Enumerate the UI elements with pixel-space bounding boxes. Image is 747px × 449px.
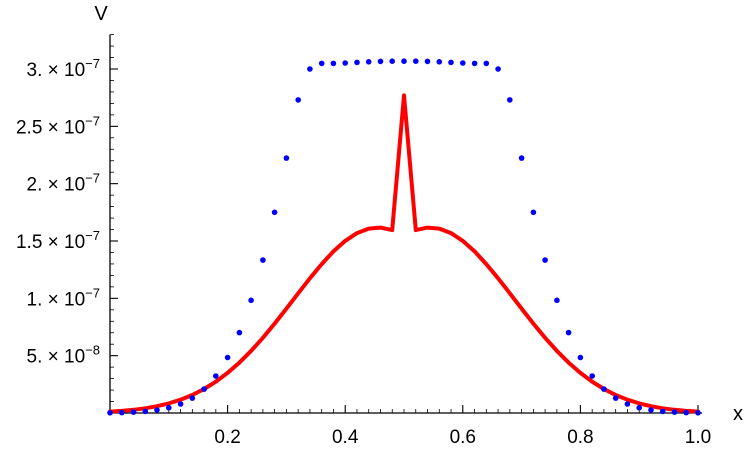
- y-tick-label: 1. × 10−7: [27, 285, 100, 310]
- blue-data-point: [471, 60, 478, 67]
- blue-data-point: [495, 66, 501, 72]
- blue-data-point: [601, 386, 607, 392]
- blue-data-point: [318, 60, 325, 67]
- blue-data-point: [307, 66, 313, 72]
- x-tick-label: 0.6: [450, 427, 476, 448]
- blue-data-point: [401, 58, 407, 64]
- blue-data-point: [295, 97, 302, 103]
- axes: [109, 34, 702, 414]
- x-tick-label: 0.8: [567, 427, 593, 448]
- blue-data-point: [671, 409, 678, 415]
- y-tick-label: 5. × 10−8: [27, 343, 100, 368]
- blue-data-point: [283, 155, 290, 161]
- blue-data-point: [377, 58, 384, 65]
- blue-data-point: [166, 404, 172, 411]
- blue-data-point: [342, 60, 349, 66]
- blue-data-point: [177, 401, 184, 407]
- blue-data-point: [507, 97, 513, 103]
- y-axis-label: V: [94, 3, 108, 25]
- blue-data-point: [683, 409, 689, 416]
- blue-data-point: [565, 329, 572, 336]
- blue-data-point: [589, 373, 595, 379]
- blue-data-point: [695, 410, 701, 416]
- blue-data-point: [636, 404, 642, 411]
- blue-data-point: [413, 58, 419, 64]
- blue-data-point: [624, 401, 631, 407]
- blue-data-point: [448, 59, 454, 66]
- blue-data-point: [213, 373, 219, 379]
- blue-data-point: [248, 297, 254, 304]
- blue-data-point: [142, 408, 149, 415]
- blue-data-point: [189, 395, 196, 401]
- blue-data-point: [224, 354, 231, 361]
- blue-data-point: [201, 386, 207, 392]
- x-tick-label: 0.2: [214, 427, 240, 448]
- blue-data-point: [530, 209, 537, 216]
- blue-data-point: [659, 408, 666, 415]
- y-tick-label: 1.5 × 10−7: [16, 228, 100, 253]
- x-axis-label: x: [733, 403, 743, 425]
- blue-data-point: [483, 60, 490, 67]
- blue-data-point: [107, 410, 113, 416]
- blue-data-point: [554, 297, 560, 304]
- blue-data-point: [460, 60, 466, 66]
- series-red-line: [108, 93, 700, 414]
- blue-data-point: [330, 60, 337, 67]
- blue-data-point: [236, 329, 243, 336]
- blue-data-point: [612, 395, 619, 401]
- blue-data-point: [260, 257, 266, 263]
- blue-data-point: [542, 257, 548, 263]
- blue-data-point: [436, 59, 443, 65]
- series-blue-dots: [107, 58, 701, 416]
- blue-data-point: [354, 59, 360, 66]
- y-tick-label: 2.5 × 10−7: [16, 113, 100, 138]
- tick-labels: 0.2 0.4 0.6 0.8 1.0 5. × 10−8 1. × 10−7 1.5 × 1…: [16, 56, 711, 448]
- red-line: [108, 93, 700, 414]
- y-tick-label: 2. × 10−7: [27, 171, 100, 196]
- x-tick-label: 0.4: [332, 427, 359, 448]
- y-tick-label: 3. × 10−7: [27, 56, 100, 81]
- blue-data-point: [424, 58, 431, 65]
- blue-data-point: [365, 59, 372, 65]
- blue-data-point: [271, 209, 278, 216]
- blue-data-point: [577, 354, 584, 361]
- blue-data-point: [648, 407, 654, 413]
- blue-data-point: [154, 407, 160, 413]
- blue-data-point: [119, 409, 125, 416]
- x-tick-label: 1.0: [685, 427, 711, 448]
- blue-data-point: [389, 58, 396, 64]
- blue-data-point: [518, 155, 525, 161]
- blue-data-point: [130, 409, 137, 415]
